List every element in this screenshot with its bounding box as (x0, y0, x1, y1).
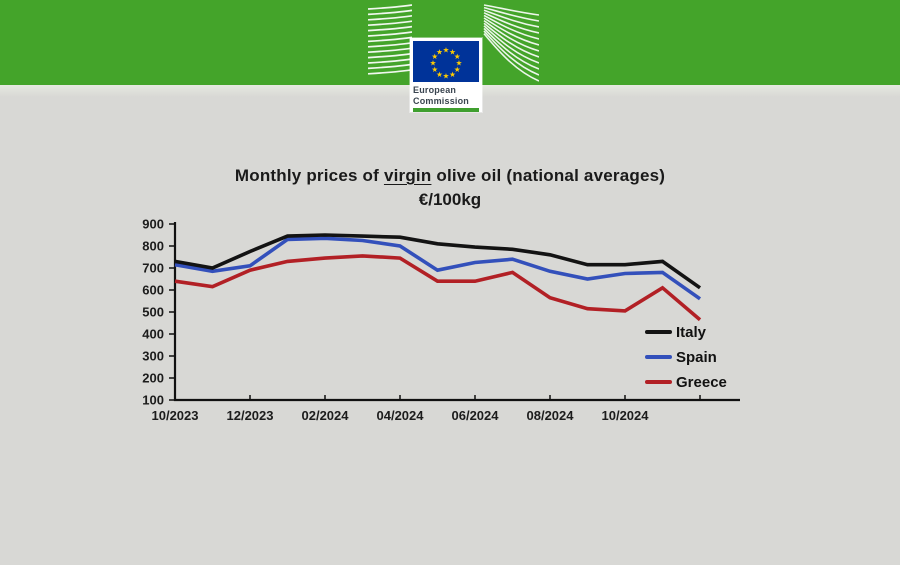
x-axis-label: 08/2024 (527, 408, 575, 423)
series-line-italy (174, 233, 702, 290)
x-axis-label: 04/2024 (377, 408, 425, 423)
y-axis-label: 700 (142, 261, 164, 276)
chart-title-prefix: Monthly prices of (234, 166, 384, 185)
chart-title-underlined-word: virgin (383, 166, 432, 185)
svg-text:★: ★ (431, 52, 438, 61)
price-chart: 100 200 300 400 500 600 700 800 900 10/2023 12/202… (142, 217, 740, 423)
chart-title: Monthly prices of virgin olive oil (nati… (0, 166, 900, 186)
legend-swatch-italy (645, 330, 672, 334)
y-axis-label: 600 (142, 283, 164, 298)
svg-text:★: ★ (436, 47, 443, 56)
y-axis-label: 800 (142, 239, 164, 254)
svg-text:★: ★ (443, 72, 450, 81)
svg-text:★: ★ (436, 70, 443, 79)
y-axis-label: 200 (142, 371, 164, 386)
legend-label: Greece (676, 373, 727, 391)
x-axis-label: 10/2023 (152, 408, 199, 423)
european-commission-logo: ★ ★ ★ ★ ★ ★ ★ ★ ★ ★ ★ ★ European Commission (410, 38, 482, 112)
legend-label: Spain (676, 348, 717, 366)
logo-text: European Commission (413, 85, 479, 106)
logo-text-line1: European (413, 85, 457, 96)
y-axis-label: 500 (142, 305, 164, 320)
eu-flag-icon: ★ ★★★★★★★★★★★ (413, 41, 479, 83)
chart-legend: Italy Spain Greece (645, 323, 727, 391)
chart-title-suffix: olive oil (national averages) (431, 166, 666, 185)
legend-item-italy: Italy (645, 323, 727, 341)
x-axis-label: 02/2024 (302, 408, 350, 423)
y-axis-label: 300 (142, 349, 164, 364)
y-axis-label: 100 (142, 393, 164, 408)
series-line-spain (174, 236, 702, 301)
y-axis-label: 900 (142, 217, 164, 232)
legend-item-greece: Greece (645, 373, 727, 391)
y-axis-label: 400 (142, 327, 164, 342)
chart-subtitle: €/100kg (418, 190, 482, 209)
series-line-greece (174, 254, 702, 322)
legend-item-spain: Spain (645, 348, 727, 366)
svg-text:★: ★ (430, 59, 437, 68)
legend-swatch-greece (645, 380, 672, 384)
x-axis-label: 06/2024 (452, 408, 500, 423)
svg-text:★: ★ (449, 47, 456, 56)
x-axis-label: 12/2023 (227, 408, 274, 423)
logo-underline (413, 108, 479, 112)
logo-text-line2: Commission (413, 95, 470, 106)
svg-text:★: ★ (443, 46, 450, 55)
legend-label: Italy (676, 323, 707, 341)
flag-streaks-left-icon (368, 4, 412, 75)
legend-swatch-spain (645, 355, 672, 359)
svg-text:★: ★ (454, 52, 461, 61)
svg-text:★: ★ (431, 65, 438, 74)
svg-text:★: ★ (456, 59, 463, 68)
svg-text:★: ★ (454, 65, 461, 74)
flag-streaks-right-icon (483, 4, 539, 82)
svg-text:★: ★ (449, 70, 456, 79)
x-axis-label: 10/2024 (602, 408, 650, 423)
